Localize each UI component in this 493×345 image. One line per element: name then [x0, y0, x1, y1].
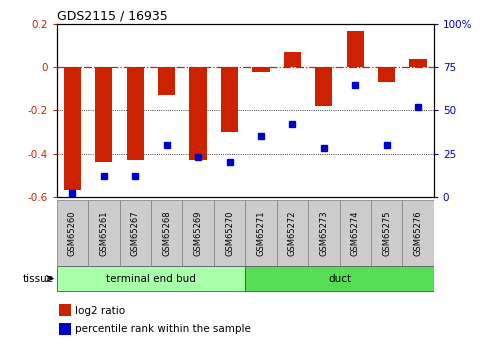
Bar: [189, 67, 207, 160]
Text: tissue: tissue: [23, 274, 54, 284]
Bar: [88, 200, 119, 266]
Text: percentile rank within the sample: percentile rank within the sample: [75, 325, 251, 334]
Text: GSM65268: GSM65268: [162, 210, 171, 256]
Text: GSM65270: GSM65270: [225, 210, 234, 256]
Bar: [315, 67, 332, 106]
Text: GSM65261: GSM65261: [99, 210, 108, 256]
Bar: [284, 52, 301, 67]
Bar: [221, 67, 238, 132]
Text: GSM65267: GSM65267: [131, 210, 140, 256]
Bar: [245, 266, 434, 291]
Bar: [127, 67, 144, 160]
Bar: [347, 31, 364, 67]
Bar: [119, 200, 151, 266]
Text: GSM65271: GSM65271: [256, 210, 266, 256]
Text: GSM65274: GSM65274: [351, 210, 360, 256]
Bar: [57, 266, 245, 291]
Bar: [378, 67, 395, 82]
Text: terminal end bud: terminal end bud: [106, 274, 196, 284]
Bar: [252, 67, 270, 71]
Bar: [245, 200, 277, 266]
Text: log2 ratio: log2 ratio: [75, 306, 126, 315]
Bar: [402, 200, 434, 266]
Bar: [151, 200, 182, 266]
Bar: [95, 67, 112, 162]
Bar: [308, 200, 340, 266]
Text: GSM65275: GSM65275: [382, 210, 391, 256]
Text: duct: duct: [328, 274, 351, 284]
Text: GSM65276: GSM65276: [414, 210, 423, 256]
Text: GSM65273: GSM65273: [319, 210, 328, 256]
Text: GSM65269: GSM65269: [194, 210, 203, 256]
Text: GDS2115 / 16935: GDS2115 / 16935: [57, 10, 168, 23]
Bar: [64, 67, 81, 190]
Text: GSM65272: GSM65272: [288, 210, 297, 256]
Bar: [158, 67, 176, 95]
Bar: [410, 59, 427, 67]
Bar: [182, 200, 214, 266]
Bar: [340, 200, 371, 266]
Bar: [277, 200, 308, 266]
Bar: [214, 200, 246, 266]
Text: GSM65260: GSM65260: [68, 210, 77, 256]
Bar: [57, 200, 88, 266]
Bar: [371, 200, 402, 266]
